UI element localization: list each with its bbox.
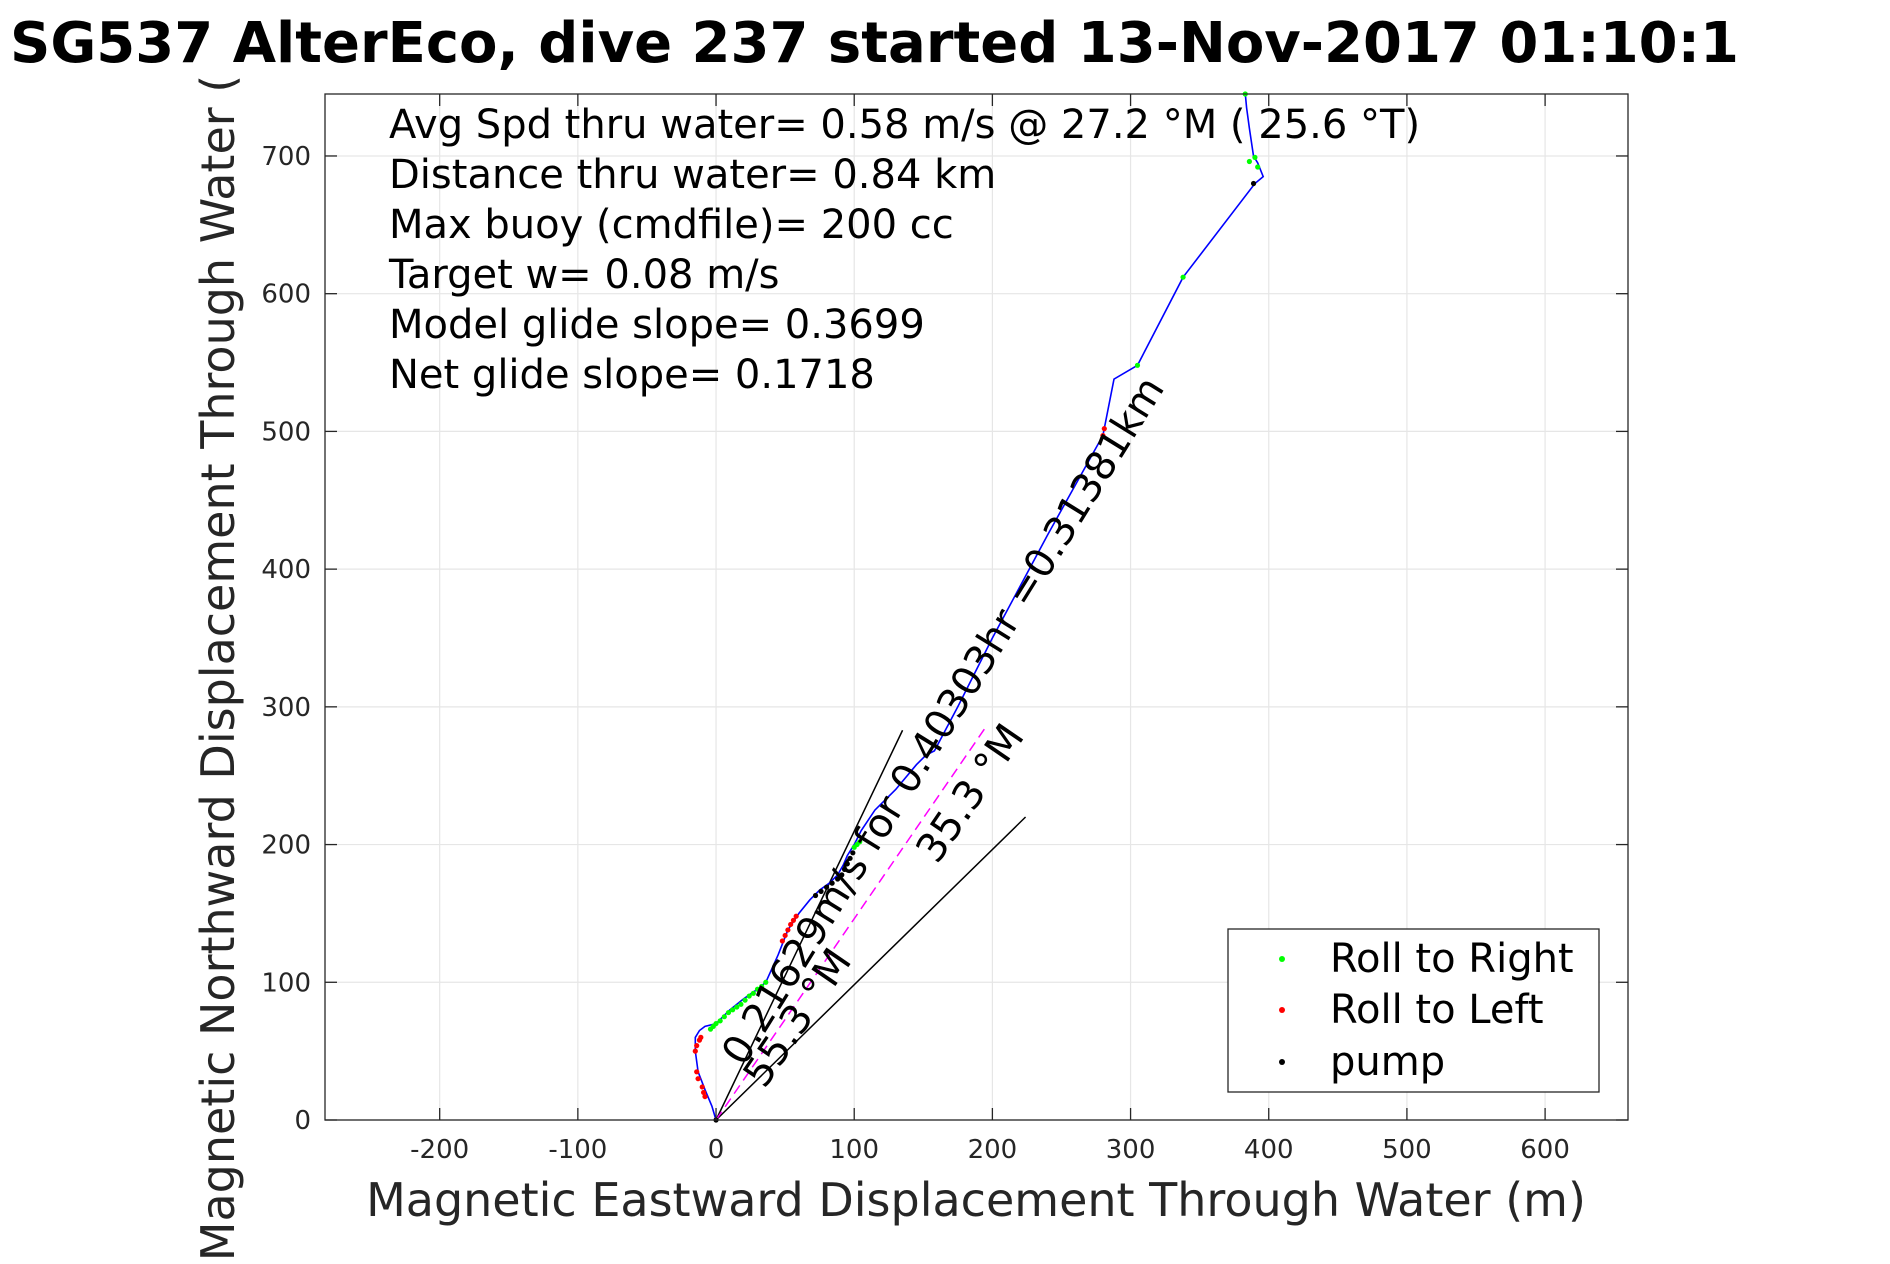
marker-roll-to-left [782,932,788,939]
legend-label-roll-left: Roll to Left [1330,987,1544,1033]
info-line-2: Max buoy (cmdfile)= 200 cc [389,202,954,248]
marker-roll-to-right [1255,164,1261,170]
x-tick-label: 200 [968,1135,1018,1165]
marker-roll-to-left [788,921,794,928]
y-tick-label: 0 [294,1106,311,1136]
marker-pump [841,866,848,872]
marker-pump [844,861,850,867]
marker-roll-to-left [699,1084,705,1090]
marker-pump [850,850,856,856]
current-line-0 [715,729,904,1121]
legend-marker-roll-right [1279,956,1285,962]
plot-frame [324,93,1629,1121]
y-axis-title: Magnetic Northward Displacement Through … [191,75,245,1260]
marker-roll-to-right [725,1009,732,1016]
legend: Roll to Right Roll to Left pump [1227,928,1600,1093]
marker-pump [823,884,830,890]
legend-label-pump: pump [1330,1039,1445,1085]
x-tick-label: -100 [548,1135,607,1165]
marker-roll-to-left [692,1048,698,1054]
marker-roll-to-left [790,917,797,923]
marker-roll-to-right [1246,158,1252,165]
y-tick-label: 100 [261,968,311,998]
marker-roll-to-left [779,938,785,944]
marker-roll-to-right [717,1018,723,1024]
marker-roll-to-left [702,1093,708,1100]
marker-roll-to-right [742,997,748,1003]
info-text-block: Avg Spd thru water= 0.58 m/s @ 27.2 °M (… [388,102,1420,398]
marker-pump [847,855,853,861]
marker-roll-to-left [701,1089,707,1096]
marker-roll-to-right [1134,362,1141,368]
markers [692,91,1261,1123]
marker-roll-to-left [793,913,799,919]
info-line-1: Distance thru water= 0.84 km [389,152,996,198]
x-tick-label: 0 [708,1135,725,1165]
y-tick-label: 600 [261,280,311,310]
marker-roll-to-right [857,839,863,845]
x-tick-label: 500 [1382,1135,1432,1165]
marker-pump [835,876,841,882]
current-line-1 [715,816,1027,1121]
marker-roll-to-right [730,1007,736,1013]
x-tick-label: 600 [1520,1135,1570,1165]
y-tick-label: 400 [261,555,311,585]
legend-marker-pump [1279,1059,1285,1065]
info-line-3: Target w= 0.08 m/s [388,252,779,298]
marker-roll-to-right [759,983,765,990]
marker-roll-to-right [734,1004,740,1010]
marker-roll-to-left [785,927,791,933]
marker-roll-to-right [1252,154,1258,160]
marker-roll-to-right [750,990,756,996]
marker-roll-to-left [1100,432,1106,439]
marker-roll-to-right [1180,274,1186,280]
marker-roll-to-right [738,1001,744,1007]
legend-box [1227,928,1600,1093]
marker-roll-to-left [695,1076,701,1082]
y-tick-label: 300 [261,693,311,723]
marker-roll-to-right [763,979,769,985]
marker-pump [1250,180,1257,187]
marker-roll-to-right [713,1020,719,1027]
chart-title: SG537 AlterEco, dive 237 started 13-Nov-… [10,11,1739,76]
info-line-4: Model glide slope= 0.3699 [389,302,925,348]
x-tick-label: 300 [1106,1135,1156,1165]
marker-pump [829,880,835,886]
marker-roll-to-left [694,1069,700,1075]
x-tick-label: 400 [1244,1135,1294,1165]
marker-roll-to-left [698,1034,704,1040]
marker-pump [818,888,824,894]
info-line-5: Net glide slope= 0.1718 [389,352,875,398]
marker-roll-to-left [1101,426,1107,432]
ticks: -200 -100 0 100 200 300 400 500 600 0 100 200 300 400… [261,94,1628,1165]
x-tick-label: -200 [410,1135,469,1165]
info-line-0: Avg Spd thru water= 0.58 m/s @ 27.2 °M (… [389,102,1420,148]
marker-roll-to-right [754,986,761,992]
marker-pump [839,872,845,878]
y-tick-label: 200 [261,831,311,861]
x-tick-label: 100 [829,1135,879,1165]
marker-roll-to-right [746,993,752,999]
x-axis-title: Magnetic Eastward Displacement Through W… [366,1173,1586,1227]
marker-roll-to-right [721,1014,727,1020]
legend-label-roll-right: Roll to Right [1330,936,1574,982]
marker-roll-to-left [694,1043,700,1049]
legend-marker-roll-left [1279,1007,1285,1013]
current-lines [715,727,1027,1121]
y-tick-label: 500 [261,417,311,447]
marker-pump [812,892,819,899]
y-tick-label: 700 [261,142,311,172]
